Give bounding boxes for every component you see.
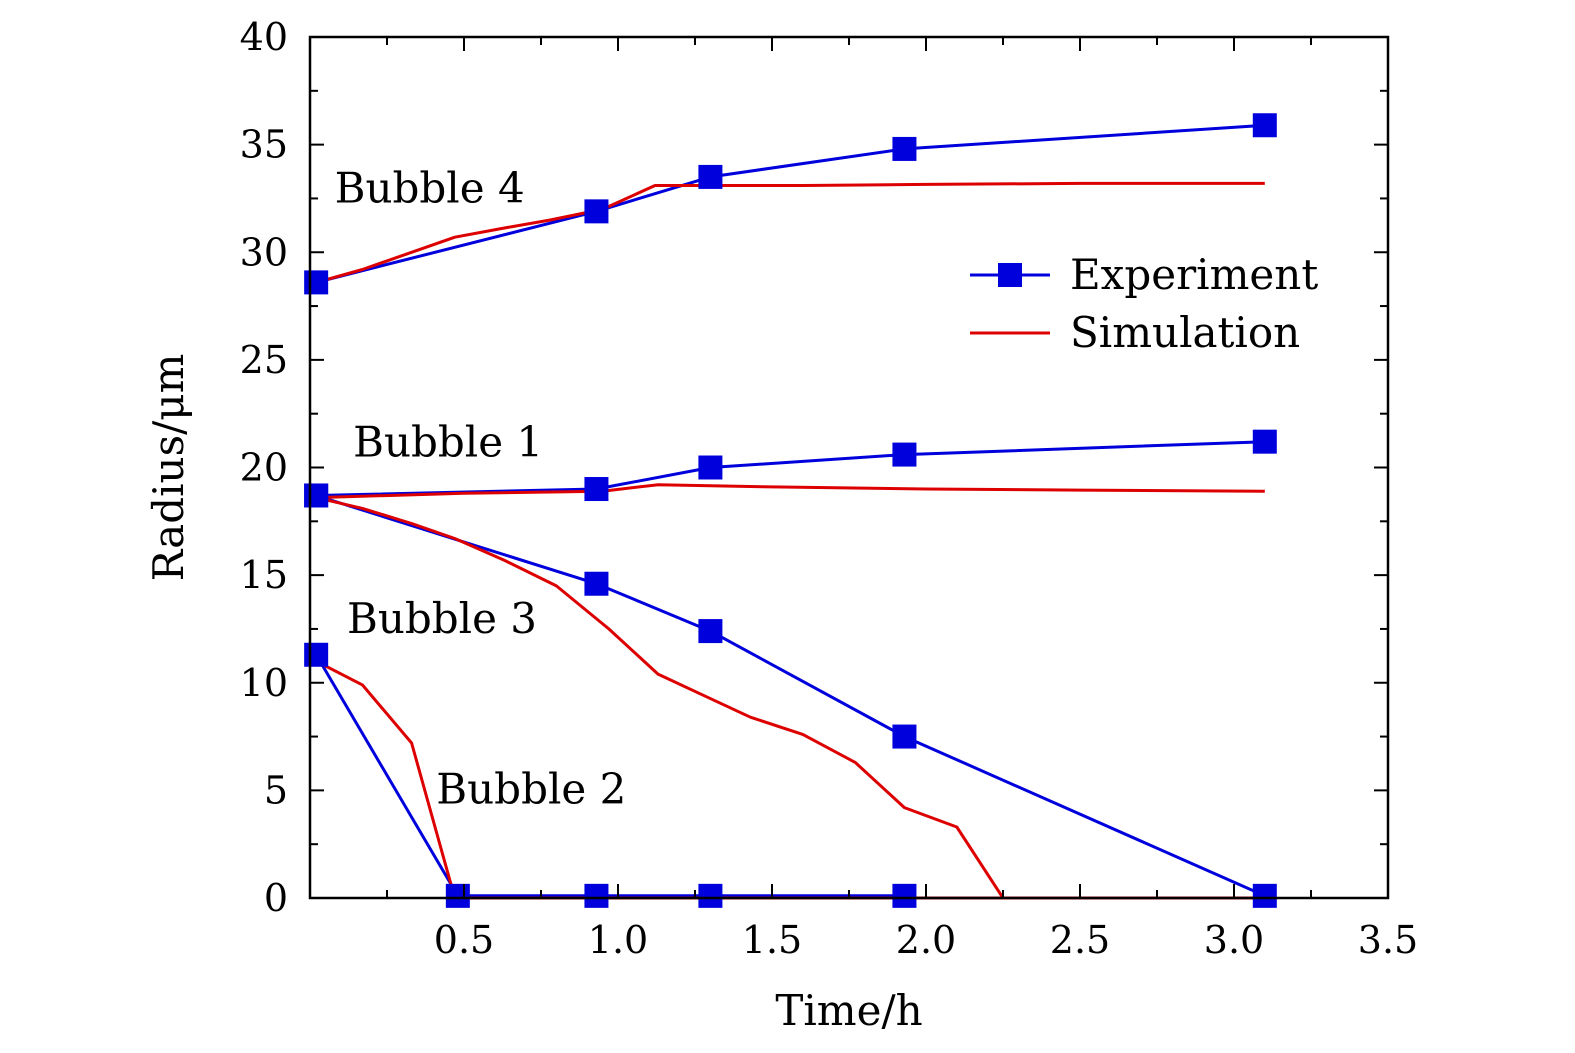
bubble-3-experiment-point <box>698 619 723 644</box>
x-tick-label: 3.5 <box>1358 918 1418 962</box>
y-tick-label: 15 <box>240 553 288 597</box>
bubble-1-experiment-point <box>892 442 917 467</box>
bubble-3-experiment-line <box>315 494 1266 898</box>
bubble-1-experiment-point <box>698 455 723 480</box>
x-tick-label: 2.5 <box>1050 918 1110 962</box>
bubble-4-experiment-point <box>1252 113 1277 138</box>
bubble-4-experiment-point <box>892 136 917 161</box>
legend-label-simulation: Simulation <box>1070 308 1300 357</box>
y-tick-label: 20 <box>240 446 288 490</box>
y-tick-label: 40 <box>240 15 288 59</box>
bubble-4-experiment-point <box>304 270 329 295</box>
bubble-1-experiment-point <box>1252 429 1277 454</box>
legend-marker-experiment <box>998 263 1022 287</box>
x-tick-label: 1.0 <box>588 918 648 962</box>
x-tick-label: 2.0 <box>896 918 956 962</box>
y-tick-label: 0 <box>264 876 288 920</box>
legend: Experiment Simulation <box>970 250 1318 357</box>
bubble-4-experiment-point <box>584 199 609 224</box>
legend-label-experiment: Experiment <box>1070 250 1318 299</box>
bubble-annotations: Bubble 4 Bubble 1 Bubble 3 Bubble 2 <box>335 164 627 814</box>
bubble-3-experiment-point <box>1252 883 1277 908</box>
y-tick-label: 10 <box>240 661 288 705</box>
axis-ticks <box>310 36 1389 899</box>
y-tick-label: 25 <box>240 338 288 382</box>
bubble-2-experiment-point <box>445 883 470 908</box>
y-axis-title: Radius/μm <box>144 354 193 582</box>
bubble-label: Bubble 1 <box>353 418 543 467</box>
x-tick-label: 3.0 <box>1204 918 1264 962</box>
bubble-3-experiment-point <box>304 483 329 508</box>
y-tick-label: 30 <box>240 230 288 274</box>
bubble-3-experiment-point <box>584 571 609 596</box>
x-axis-title: Time/h <box>775 986 922 1035</box>
y-tick-label: 35 <box>240 123 288 167</box>
bubble-2-experiment-point <box>892 883 917 908</box>
bubble-label: Bubble 2 <box>436 764 626 813</box>
y-tick-label: 5 <box>264 768 288 812</box>
bubble-4-experiment-point <box>698 164 723 189</box>
bubble-2-experiment-point <box>584 883 609 908</box>
bubble-label: Bubble 4 <box>335 164 525 213</box>
series-markers <box>304 113 1277 908</box>
x-tick-label: 0.5 <box>434 918 494 962</box>
x-tick-label: 1.5 <box>742 918 802 962</box>
bubble-1-experiment-point <box>584 477 609 502</box>
bubble-label: Bubble 3 <box>347 594 537 643</box>
bubble-3-experiment-point <box>892 724 917 749</box>
bubble-3-simulation-line <box>315 496 1265 900</box>
bubble-2-experiment-point <box>304 642 329 667</box>
bubble-1-simulation-line <box>316 483 1265 500</box>
bubble-2-experiment-point <box>698 883 723 908</box>
tick-labels: 0.5 1.0 1.5 2.0 2.5 3.0 3.5 0 5 10 15 20 25 30 35 40 <box>240 15 1419 962</box>
